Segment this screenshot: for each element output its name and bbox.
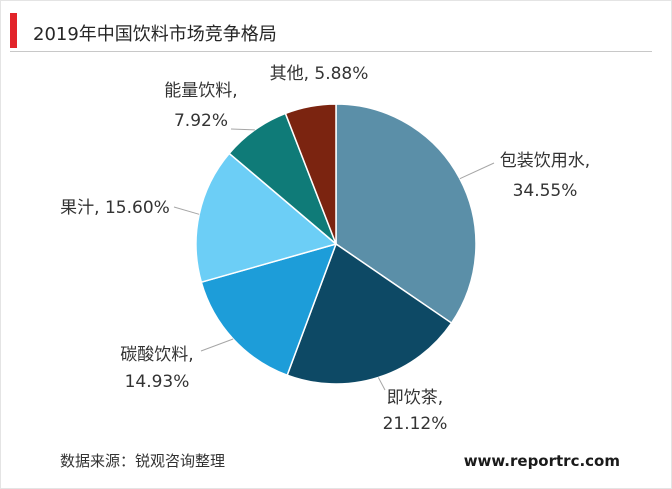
data-label-ready-to-drink-tea: 即饮茶, 21.12% (383, 388, 448, 434)
data-source-note: 数据来源：锐观咨询整理 (60, 452, 225, 470)
data-label-separator: , (585, 151, 590, 171)
pie-slice-juice (195, 152, 337, 283)
pie-slice-other (284, 103, 337, 245)
title-accent-bar (10, 13, 17, 48)
pie-slice-ready-to-drink-tea (286, 243, 453, 385)
data-label-line: 包装饮用水, (500, 151, 590, 171)
data-label-bottled-water: 包装饮用水, 34.55% (500, 151, 590, 201)
pie-slices (195, 103, 477, 385)
data-label-separator: , (188, 345, 193, 365)
data-label-separator: , (304, 64, 309, 84)
data-label-value: 15.60% (105, 198, 170, 218)
data-label-energy-drinks: 能量饮料, 7.92% (164, 81, 237, 131)
data-label-value: 7.92% (174, 111, 228, 131)
data-label-category: 其他 (270, 64, 304, 84)
data-label-category: 碳酸饮料 (120, 345, 188, 365)
data-label-category: 能量饮料 (164, 81, 232, 101)
leader-line-juice (173, 206, 200, 215)
data-label-value: 21.12% (383, 414, 448, 434)
data-label-separator: , (438, 388, 443, 408)
data-label-value: 34.55% (513, 181, 578, 201)
data-label-line: 即饮茶, (387, 388, 443, 408)
leader-line-carbonated-drinks (200, 338, 234, 352)
pie-slice-bottled-water (335, 103, 477, 324)
data-label-category: 果汁 (60, 198, 94, 218)
leader-lines (173, 128, 495, 391)
data-label-value: 5.88% (314, 64, 368, 84)
leader-line-bottled-water (459, 162, 495, 180)
data-label-other: 其他, 5.88% (270, 64, 369, 84)
data-label-category: 包装饮用水 (500, 151, 585, 171)
data-label-juice: 果汁, 15.60% (60, 198, 170, 218)
data-label-line: 碳酸饮料, (120, 345, 193, 365)
data-label-separator: , (94, 198, 99, 218)
leader-line-energy-drinks (230, 128, 255, 131)
leader-line-ready-to-drink-tea (377, 377, 386, 391)
data-label-carbonated-drinks: 碳酸饮料, 14.93% (120, 345, 193, 392)
website-url: www.reportrc.com (464, 452, 620, 470)
data-label-value: 14.93% (125, 372, 190, 392)
data-label-separator: , (232, 81, 237, 101)
page-title: 2019年中国饮料市场竞争格局 (33, 24, 277, 45)
data-labels: 包装饮用水, 34.55% 即饮茶, 21.12% 碳酸饮料, 14.93% 果汁, 15.… (60, 64, 590, 434)
data-label-category: 即饮茶 (387, 388, 438, 408)
data-label-line: 能量饮料, (164, 81, 237, 101)
